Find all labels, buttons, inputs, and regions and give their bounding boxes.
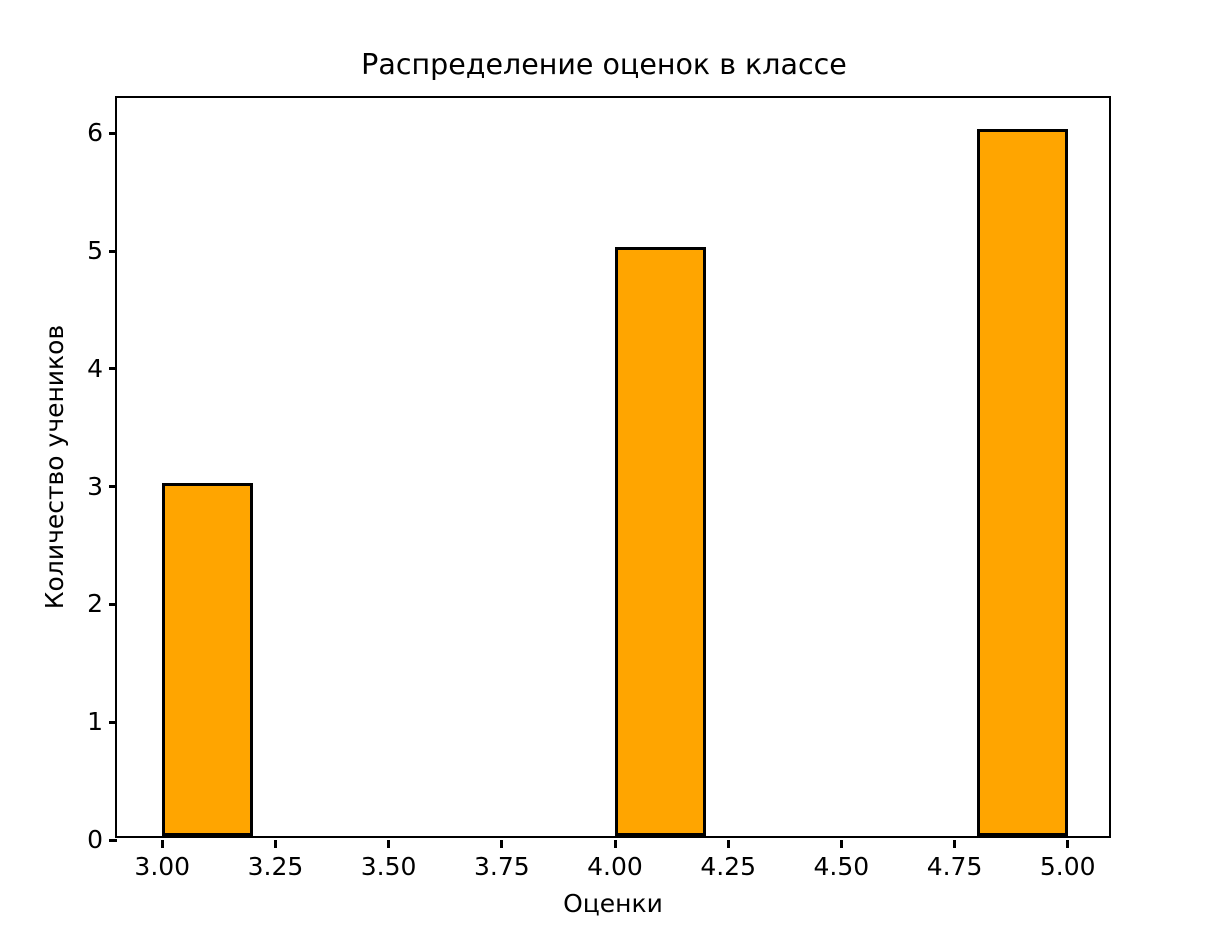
y-tick-mark [109,485,117,489]
x-tick-mark [273,840,277,848]
y-tick-label: 2 [87,589,103,619]
x-tick-mark [387,840,391,848]
x-tick-label: 3.75 [473,852,530,881]
plot-area: 0 1 2 3 4 5 6 3.00 3.25 3.50 3.75 4.00 4.25 4.50 4.75… [87,96,1111,881]
y-tick-mark [109,249,117,253]
x-tick-mark [953,840,957,848]
x-tick-mark [839,840,843,848]
y-tick-label: 3 [87,471,103,501]
bars-layer [117,98,1109,836]
x-tick-label: 4.50 [813,852,870,881]
bar [162,482,253,836]
y-tick-label: 1 [87,707,103,737]
x-tick-label: 4.75 [926,852,983,881]
x-tick-label: 4.00 [587,852,643,881]
x-tick-mark [613,840,617,848]
y-tick-label: 5 [87,236,103,266]
x-tick-label: 3.50 [360,852,417,881]
y-tick-label: 6 [87,118,103,148]
x-tick-label: 3.25 [247,852,304,881]
chart-title: Распределение оценок в классе [361,48,847,81]
y-tick-label: 0 [87,825,103,854]
y-tick-mark [109,602,117,606]
y-tick-mark [109,720,117,724]
x-axis-label: Оценки [563,889,663,918]
x-tick-mark [726,840,730,848]
x-tick-mark [500,840,504,848]
y-tick-label: 4 [87,353,103,383]
x-tick-mark [1066,840,1070,848]
x-tick-label: 3.00 [134,852,191,881]
y-tick-mark [109,367,117,371]
x-tick-label: 5.00 [1039,852,1096,881]
bar [615,247,706,836]
bar [977,129,1068,836]
x-tick-label: 4.25 [700,852,756,881]
y-axis-label: Количество учеников [40,324,69,610]
x-tick-mark [160,840,164,848]
y-tick-mark [109,131,117,135]
y-tick-mark [109,838,117,842]
